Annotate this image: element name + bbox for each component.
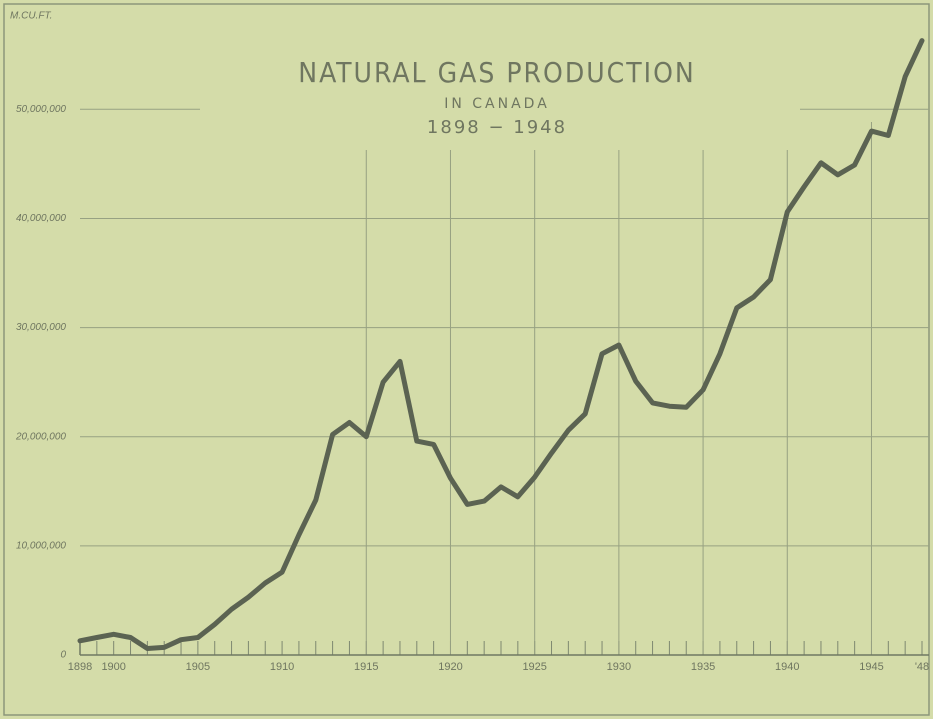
x-tick-label: 1930 [607,661,631,673]
chart-subtitle: IN CANADA [444,96,550,112]
x-tick-label: 1905 [186,661,210,673]
x-tick-label: 1935 [691,661,715,673]
x-tick-label: '48 [915,661,929,673]
x-tick-label: 1910 [270,661,294,673]
y-tick-label: 0 [60,650,66,661]
y-tick-label: 30,000,000 [16,322,66,333]
y-tick-label: 40,000,000 [16,213,66,224]
data-line [77,38,925,651]
x-tick-label: 1898 [68,661,92,673]
x-tick-label: 1945 [859,661,883,673]
title-backdrop [200,30,800,150]
x-tick-label: 1920 [438,661,462,673]
x-tick-label: 1900 [101,661,125,673]
y-tick-label: 20,000,000 [15,431,66,442]
y-axis-unit: M.CU.FT. [10,11,52,22]
y-tick-label: 10,000,000 [16,541,66,552]
y-tick-label: 50,000,000 [16,104,66,115]
x-tick-label: 1925 [522,661,546,673]
x-tick-label: 1940 [775,661,799,673]
chart-period: 1898 − 1948 [427,117,567,138]
chart-title: NATURAL GAS PRODUCTION [298,56,696,89]
x-tick-label: 1915 [354,661,378,673]
